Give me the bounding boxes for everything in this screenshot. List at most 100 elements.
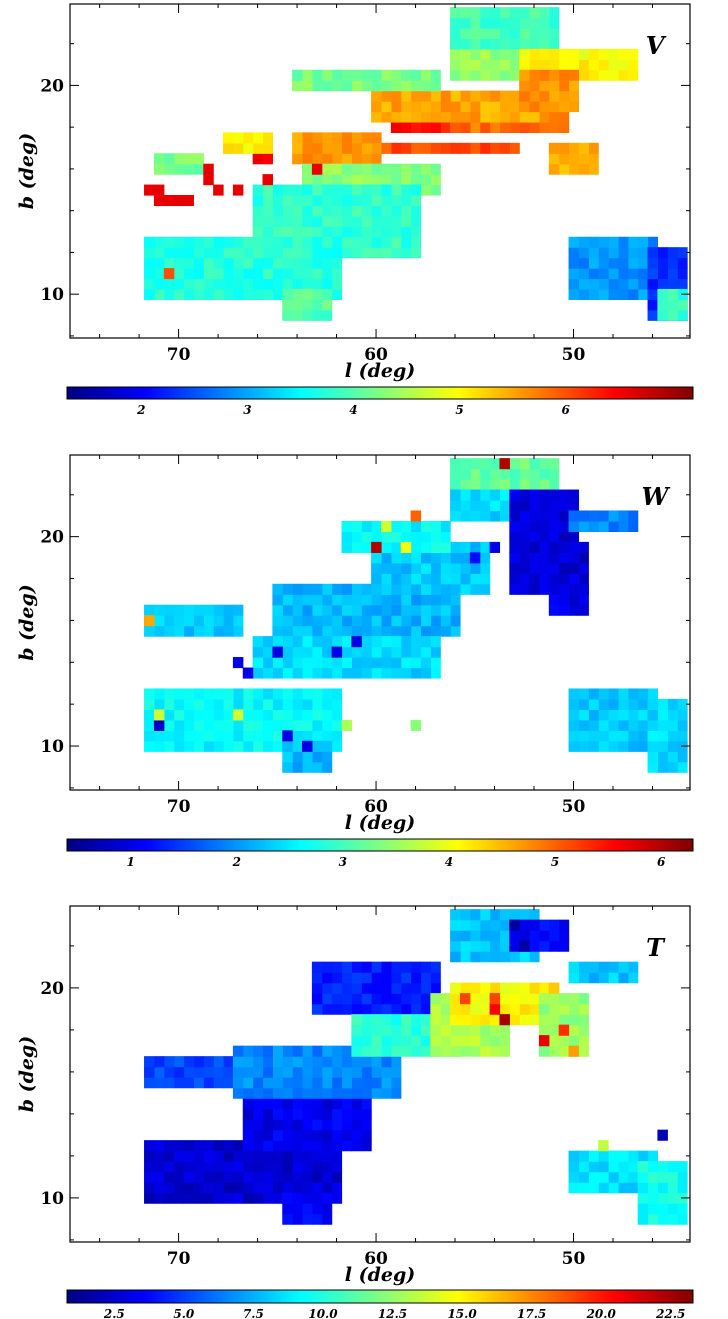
heatmap-cell bbox=[489, 458, 501, 470]
heatmap-cell bbox=[331, 69, 343, 81]
heatmap-cell bbox=[489, 982, 501, 994]
heatmap-cell-highlight bbox=[153, 195, 165, 207]
heatmap-cell bbox=[232, 247, 244, 259]
heatmap-cell bbox=[252, 1182, 264, 1194]
heatmap-cell bbox=[272, 1087, 283, 1099]
heatmap-cell bbox=[262, 1056, 273, 1068]
colorbar-tick-label: 17.5 bbox=[517, 1307, 546, 1319]
heatmap-cell bbox=[361, 1119, 372, 1131]
heatmap-cell bbox=[331, 1129, 343, 1141]
heatmap-cell bbox=[608, 698, 619, 710]
heatmap-cell bbox=[351, 1056, 362, 1068]
heatmap-cell bbox=[538, 48, 550, 60]
heatmap-cell bbox=[311, 625, 323, 637]
heatmap-cell bbox=[647, 761, 659, 773]
heatmap-cell bbox=[617, 247, 629, 259]
heatmap-cell bbox=[223, 688, 234, 700]
heatmap-cell bbox=[647, 1213, 659, 1225]
heatmap-cell bbox=[302, 751, 313, 763]
heatmap-cell-highlight bbox=[153, 184, 165, 196]
heatmap-cell bbox=[489, 930, 501, 942]
heatmap-cell bbox=[509, 552, 520, 564]
heatmap-cell bbox=[203, 257, 214, 269]
heatmap-cell bbox=[677, 268, 688, 280]
heatmap-cell bbox=[420, 573, 431, 585]
heatmap-cell bbox=[262, 657, 273, 669]
heatmap-cell bbox=[568, 1150, 580, 1162]
heatmap-cell bbox=[311, 257, 323, 269]
heatmap-cell bbox=[548, 153, 560, 165]
heatmap-cell bbox=[588, 48, 599, 60]
heatmap-cell bbox=[578, 740, 589, 752]
heatmap-cell bbox=[677, 247, 688, 259]
heatmap-cell bbox=[183, 1150, 195, 1162]
heatmap-cell bbox=[558, 919, 570, 931]
heatmap-cell bbox=[529, 479, 540, 491]
heatmap-cell bbox=[272, 740, 283, 752]
heatmap-cell bbox=[430, 1024, 441, 1036]
heatmap-cell bbox=[608, 709, 619, 721]
heatmap-cell bbox=[499, 142, 510, 154]
heatmap-cell bbox=[568, 288, 580, 300]
heatmap-cell bbox=[578, 247, 589, 259]
heatmap-cell bbox=[282, 1045, 293, 1057]
heatmap-cell bbox=[647, 236, 659, 248]
heatmap-cell bbox=[302, 1213, 313, 1225]
heatmap-cell bbox=[568, 1182, 580, 1194]
heatmap-cell bbox=[262, 1098, 273, 1110]
heatmap-cell bbox=[588, 510, 599, 522]
heatmap-cell bbox=[400, 205, 412, 217]
heatmap-cell bbox=[351, 215, 362, 227]
heatmap-cell bbox=[380, 531, 392, 543]
heatmap-cell bbox=[519, 121, 530, 133]
heatmap-cell bbox=[341, 1119, 352, 1131]
heatmap-cell bbox=[311, 1203, 323, 1215]
heatmap-cell bbox=[203, 1182, 214, 1194]
heatmap-cell bbox=[617, 278, 629, 290]
heatmap-cell bbox=[351, 1066, 362, 1078]
heatmap-cell bbox=[371, 531, 382, 543]
heatmap-cell bbox=[272, 1192, 283, 1204]
heatmap-cell bbox=[242, 1171, 254, 1183]
heatmap-cell bbox=[321, 1140, 333, 1152]
heatmap-cell bbox=[430, 163, 441, 175]
heatmap-cell bbox=[400, 90, 412, 102]
heatmap-cell bbox=[302, 1182, 313, 1194]
heatmap-cell bbox=[489, 500, 501, 512]
heatmap-cell bbox=[440, 121, 451, 133]
heatmap-cell bbox=[627, 730, 639, 742]
heatmap-cell bbox=[371, 1014, 382, 1026]
heatmap-cell bbox=[262, 153, 273, 165]
heatmap-cell bbox=[578, 562, 589, 574]
heatmap-cell bbox=[242, 142, 254, 154]
heatmap-cell bbox=[331, 195, 343, 207]
heatmap-cell bbox=[331, 132, 343, 144]
heatmap-cell bbox=[163, 278, 175, 290]
heatmap-cell bbox=[548, 562, 560, 574]
heatmap-cell bbox=[272, 247, 283, 259]
heatmap-cell bbox=[380, 583, 392, 595]
heatmap-cell bbox=[302, 69, 313, 81]
heatmap-cell bbox=[193, 604, 204, 616]
heatmap-cell bbox=[193, 698, 204, 710]
heatmap-cell bbox=[400, 142, 412, 154]
heatmap-cell bbox=[430, 80, 441, 92]
heatmap-cell bbox=[321, 132, 333, 144]
heatmap-cell bbox=[548, 583, 560, 595]
heatmap-cell bbox=[538, 90, 550, 102]
heatmap-cell bbox=[519, 69, 530, 81]
heatmap-cell bbox=[588, 59, 599, 71]
x-tick-label: 70 bbox=[167, 797, 191, 817]
heatmap-cell bbox=[242, 257, 254, 269]
heatmap-cell bbox=[410, 625, 422, 637]
heatmap-cell bbox=[529, 69, 540, 81]
heatmap-cell bbox=[371, 1077, 382, 1089]
heatmap-cell bbox=[677, 1161, 688, 1173]
heatmap-cell bbox=[282, 698, 293, 710]
heatmap-cell bbox=[183, 688, 195, 700]
heatmap-cell bbox=[351, 205, 362, 217]
heatmap-cell bbox=[252, 1077, 264, 1089]
heatmap-cell bbox=[321, 688, 333, 700]
heatmap-cell bbox=[163, 604, 175, 616]
heatmap-cell bbox=[627, 510, 639, 522]
